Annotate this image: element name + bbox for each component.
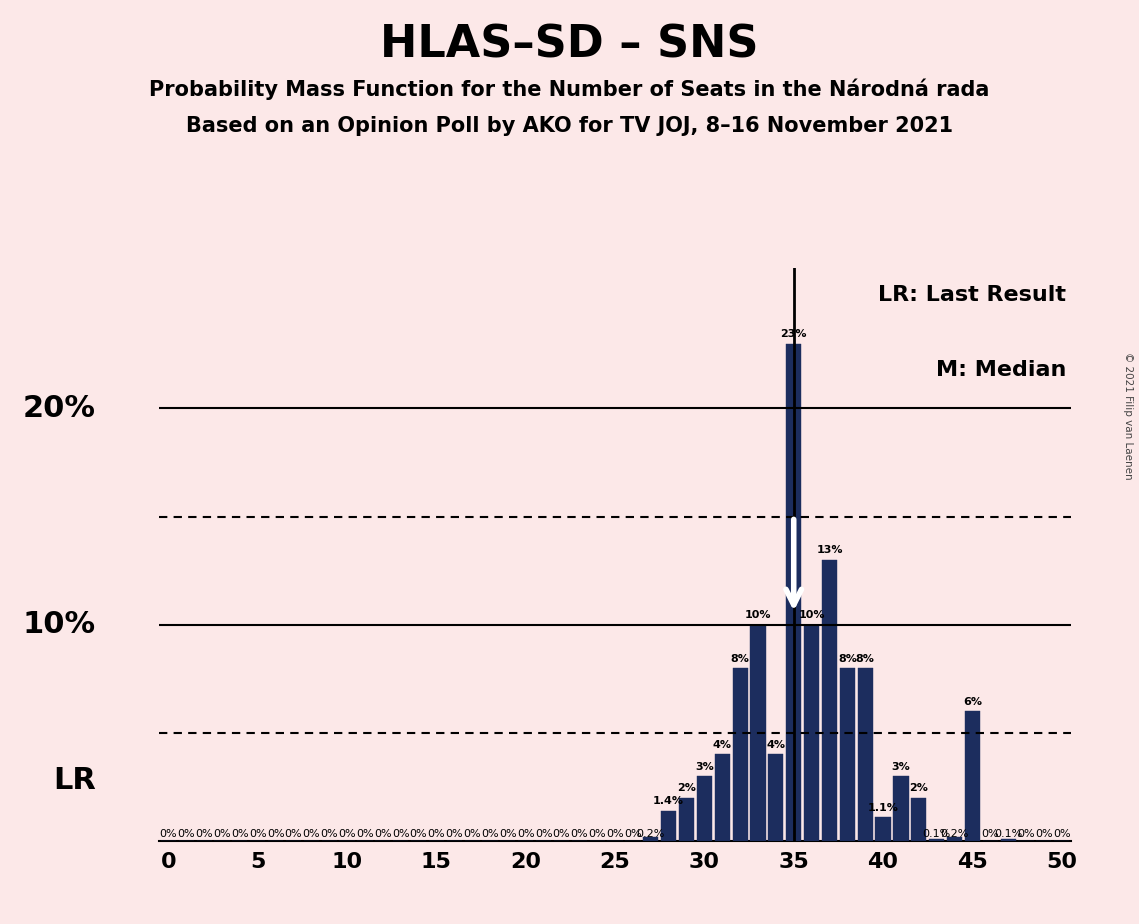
Text: 4%: 4% bbox=[713, 740, 731, 750]
Text: 0%: 0% bbox=[338, 829, 355, 839]
Bar bbox=[929, 839, 944, 841]
Text: © 2021 Filip van Laenen: © 2021 Filip van Laenen bbox=[1123, 352, 1133, 480]
Bar bbox=[644, 836, 658, 841]
Bar bbox=[876, 817, 891, 841]
Text: 10%: 10% bbox=[798, 611, 825, 620]
Text: 0%: 0% bbox=[1052, 829, 1071, 839]
Text: 0%: 0% bbox=[571, 829, 588, 839]
Text: 0%: 0% bbox=[159, 829, 178, 839]
Text: 1.1%: 1.1% bbox=[868, 803, 899, 813]
Text: 0%: 0% bbox=[303, 829, 320, 839]
Bar bbox=[804, 625, 819, 841]
Bar bbox=[769, 754, 784, 841]
Text: HLAS–SD – SNS: HLAS–SD – SNS bbox=[380, 23, 759, 67]
Text: 10%: 10% bbox=[23, 610, 96, 639]
Text: 0%: 0% bbox=[357, 829, 374, 839]
Text: 0%: 0% bbox=[427, 829, 445, 839]
Text: 0%: 0% bbox=[267, 829, 285, 839]
Bar bbox=[661, 810, 677, 841]
Bar bbox=[839, 668, 855, 841]
Text: 20%: 20% bbox=[23, 394, 96, 423]
Text: 0.1%: 0.1% bbox=[923, 829, 951, 839]
Text: 0%: 0% bbox=[982, 829, 999, 839]
Text: 2%: 2% bbox=[677, 784, 696, 794]
Bar bbox=[858, 668, 872, 841]
Bar bbox=[786, 344, 802, 841]
Text: 0%: 0% bbox=[535, 829, 552, 839]
Text: 0%: 0% bbox=[213, 829, 231, 839]
Text: 8%: 8% bbox=[731, 653, 749, 663]
Bar bbox=[947, 836, 962, 841]
Text: 0%: 0% bbox=[392, 829, 410, 839]
Text: 0%: 0% bbox=[1035, 829, 1052, 839]
Text: 8%: 8% bbox=[838, 653, 857, 663]
Text: Based on an Opinion Poll by AKO for TV JOJ, 8–16 November 2021: Based on an Opinion Poll by AKO for TV J… bbox=[186, 116, 953, 136]
Text: LR: Last Result: LR: Last Result bbox=[878, 286, 1066, 305]
Bar bbox=[751, 625, 765, 841]
Bar bbox=[732, 668, 747, 841]
Text: 0%: 0% bbox=[499, 829, 517, 839]
Text: 0%: 0% bbox=[195, 829, 213, 839]
Text: 0%: 0% bbox=[481, 829, 499, 839]
Text: 2%: 2% bbox=[909, 784, 928, 794]
Text: 23%: 23% bbox=[780, 329, 806, 339]
Text: LR: LR bbox=[52, 766, 96, 795]
Bar bbox=[965, 711, 980, 841]
Bar bbox=[893, 776, 909, 841]
Text: 0%: 0% bbox=[410, 829, 427, 839]
Text: 0%: 0% bbox=[589, 829, 606, 839]
Text: M: Median: M: Median bbox=[936, 359, 1066, 380]
Text: 0.1%: 0.1% bbox=[994, 829, 1022, 839]
Text: 3%: 3% bbox=[892, 761, 910, 772]
Text: 0.2%: 0.2% bbox=[637, 829, 665, 839]
Bar bbox=[911, 797, 926, 841]
Text: 10%: 10% bbox=[745, 611, 771, 620]
Text: 0%: 0% bbox=[178, 829, 195, 839]
Text: 3%: 3% bbox=[695, 761, 714, 772]
Bar bbox=[714, 754, 730, 841]
Bar bbox=[697, 776, 712, 841]
Text: 13%: 13% bbox=[817, 545, 843, 555]
Bar bbox=[1000, 839, 1016, 841]
Text: 1.4%: 1.4% bbox=[653, 796, 685, 807]
Text: 0.2%: 0.2% bbox=[941, 829, 968, 839]
Text: 0%: 0% bbox=[285, 829, 302, 839]
Text: 0%: 0% bbox=[320, 829, 338, 839]
Text: 0%: 0% bbox=[1017, 829, 1035, 839]
Text: 0%: 0% bbox=[464, 829, 481, 839]
Text: 0%: 0% bbox=[445, 829, 464, 839]
Text: 6%: 6% bbox=[962, 697, 982, 707]
Text: 0%: 0% bbox=[624, 829, 641, 839]
Bar bbox=[679, 797, 694, 841]
Bar bbox=[822, 560, 837, 841]
Text: 0%: 0% bbox=[606, 829, 624, 839]
Text: 0%: 0% bbox=[231, 829, 248, 839]
Text: Probability Mass Function for the Number of Seats in the Národná rada: Probability Mass Function for the Number… bbox=[149, 79, 990, 100]
Text: 0%: 0% bbox=[517, 829, 534, 839]
Text: 0%: 0% bbox=[374, 829, 392, 839]
Text: 8%: 8% bbox=[855, 653, 875, 663]
Text: 0%: 0% bbox=[552, 829, 571, 839]
Text: 0%: 0% bbox=[249, 829, 267, 839]
Text: 4%: 4% bbox=[767, 740, 786, 750]
